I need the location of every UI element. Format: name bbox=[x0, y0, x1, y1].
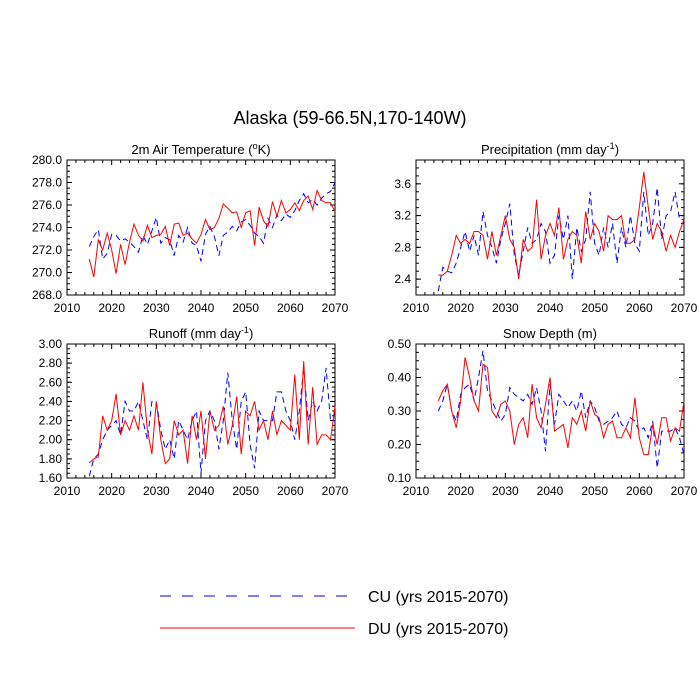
x-tick-label: 2020 bbox=[447, 484, 474, 498]
y-tick-label: 1.60 bbox=[39, 471, 63, 485]
y-tick-label: 270.0 bbox=[32, 266, 62, 280]
y-tick-label: 0.50 bbox=[388, 337, 412, 351]
panel-1: 2m Air Temperature (oK) 2010 2020 2030 2040 2… bbox=[32, 141, 349, 315]
x-tick-label: 2060 bbox=[626, 484, 653, 498]
y-tick-label: 2.20 bbox=[39, 414, 63, 428]
panel-title-superscript: -1 bbox=[607, 141, 615, 151]
x-tick-label: 2050 bbox=[581, 301, 608, 315]
panel-title: 2m Air Temperature (oK) bbox=[131, 141, 270, 157]
plot-frame bbox=[66, 159, 336, 296]
y-tick-label: 3.6 bbox=[394, 177, 411, 191]
y-tick-label: 2.8 bbox=[394, 240, 411, 254]
y-tick-label: 274.0 bbox=[32, 221, 62, 235]
panel-title-part: K) bbox=[258, 142, 271, 157]
x-tick-label: 2040 bbox=[537, 484, 564, 498]
panel-title-part: Runoff (mm day bbox=[149, 326, 242, 341]
y-tick-label: 276.0 bbox=[32, 198, 62, 212]
figure-title: Alaska (59-66.5N,170-140W) bbox=[233, 108, 466, 128]
legend-label-cu: CU (yrs 2015-2070) bbox=[368, 589, 509, 606]
y-tick-label: 3.2 bbox=[394, 209, 411, 223]
x-tick-label: 2070 bbox=[322, 301, 349, 315]
panel-title: Snow Depth (m) bbox=[503, 326, 597, 341]
y-tick-label: 2.00 bbox=[39, 433, 63, 447]
x-tick-label: 2030 bbox=[143, 484, 170, 498]
x-tick-label: 2070 bbox=[671, 301, 698, 315]
y-tick-label: 3.00 bbox=[39, 337, 63, 351]
y-tick-label: 0.20 bbox=[388, 438, 412, 452]
x-tick-label: 2030 bbox=[143, 301, 170, 315]
y-tick-label: 2.4 bbox=[394, 272, 411, 286]
series-line-du bbox=[88, 361, 336, 465]
x-tick-label: 2040 bbox=[537, 301, 564, 315]
panel-title-part: 2m Air Temperature ( bbox=[131, 142, 253, 157]
x-tick-label: 2010 bbox=[54, 484, 81, 498]
y-tick-label: 268.0 bbox=[32, 288, 62, 302]
legend-label-du: DU (yrs 2015-2070) bbox=[368, 621, 509, 638]
series-line-du bbox=[88, 188, 336, 278]
panel-title: Precipitation (mm day-1) bbox=[481, 141, 619, 157]
plot-frame bbox=[415, 159, 685, 296]
x-tick-label: 2050 bbox=[581, 484, 608, 498]
x-tick-label: 2030 bbox=[492, 484, 519, 498]
series-line-cu bbox=[437, 187, 684, 292]
x-tick-label: 2060 bbox=[626, 301, 653, 315]
y-tick-label: 2.60 bbox=[39, 375, 63, 389]
series-line-cu bbox=[88, 182, 336, 262]
panel-3: Runoff (mm day-1) 2010 2020 2030 2040 2050 206… bbox=[39, 325, 349, 498]
panel-title-part: Snow Depth (m) bbox=[503, 326, 597, 341]
y-tick-label: 278.0 bbox=[32, 176, 62, 190]
x-tick-label: 2030 bbox=[492, 301, 519, 315]
series-line-du bbox=[437, 357, 685, 456]
x-tick-label: 2010 bbox=[54, 301, 81, 315]
x-tick-label: 2050 bbox=[232, 301, 259, 315]
x-tick-label: 2020 bbox=[98, 301, 125, 315]
y-tick-label: 1.80 bbox=[39, 452, 63, 466]
panel-title: Runoff (mm day-1) bbox=[149, 325, 254, 341]
panel-title-part: ) bbox=[249, 326, 253, 341]
panel-title-superscript: -1 bbox=[241, 325, 249, 335]
x-tick-label: 2010 bbox=[403, 301, 430, 315]
y-tick-label: 2.80 bbox=[39, 356, 63, 370]
x-tick-label: 2040 bbox=[188, 301, 215, 315]
x-tick-label: 2060 bbox=[277, 484, 304, 498]
series-line-cu bbox=[437, 350, 685, 468]
y-tick-label: 2.40 bbox=[39, 394, 63, 408]
x-tick-label: 2060 bbox=[277, 301, 304, 315]
x-tick-label: 2020 bbox=[447, 301, 474, 315]
panel-title-part: ) bbox=[615, 142, 619, 157]
panels: 2m Air Temperature (oK) 2010 2020 2030 2040 2… bbox=[32, 141, 698, 498]
y-tick-label: 280.0 bbox=[32, 153, 62, 167]
x-tick-label: 2050 bbox=[232, 484, 259, 498]
y-tick-label: 0.40 bbox=[388, 371, 412, 385]
x-tick-label: 2040 bbox=[188, 484, 215, 498]
panel-title-superscript: o bbox=[253, 141, 258, 151]
x-tick-label: 2070 bbox=[671, 484, 698, 498]
x-tick-label: 2020 bbox=[98, 484, 125, 498]
x-tick-label: 2010 bbox=[403, 484, 430, 498]
y-tick-label: 0.30 bbox=[388, 404, 412, 418]
series-line-du bbox=[438, 171, 685, 280]
y-tick-label: 0.10 bbox=[388, 471, 412, 485]
y-tick-label: 272.0 bbox=[32, 243, 62, 257]
series-line-cu bbox=[88, 367, 335, 477]
legend: CU (yrs 2015-2070) DU (yrs 2015-2070) bbox=[160, 589, 509, 638]
plot-frame bbox=[415, 343, 685, 479]
panel-title-part: Precipitation (mm day bbox=[481, 142, 607, 157]
panel-4: Snow Depth (m) 2010 2020 2030 2040 2050 2060 20… bbox=[388, 326, 698, 498]
panel-2: Precipitation (mm day-1) 2010 2020 2030 2040… bbox=[394, 141, 697, 315]
x-tick-label: 2070 bbox=[322, 484, 349, 498]
